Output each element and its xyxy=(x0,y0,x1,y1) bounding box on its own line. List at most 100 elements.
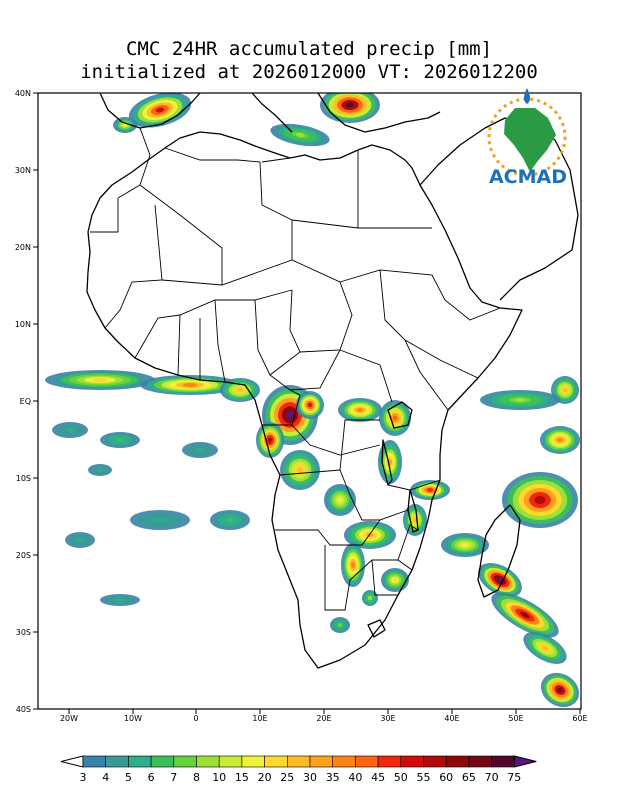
colorbar-label: 60 xyxy=(439,771,453,784)
precip-cell xyxy=(296,391,324,419)
precip-cell xyxy=(324,484,356,516)
lake-victoria xyxy=(387,401,413,429)
lat-tick-label: 20S xyxy=(16,551,31,560)
colorbar-swatch xyxy=(445,755,470,768)
colorbar-label: 55 xyxy=(417,771,431,784)
precip-cell xyxy=(52,422,88,438)
precip-cell xyxy=(362,590,378,606)
colorbar-swatch xyxy=(82,755,107,768)
precip-cell xyxy=(540,426,580,454)
colorbar-label: 20 xyxy=(258,771,272,784)
colorbar-label: 4 xyxy=(102,771,109,784)
colorbar-swatch xyxy=(150,755,175,768)
precip-cell xyxy=(130,510,190,530)
lat-tick-label: 30S xyxy=(16,628,31,637)
precip-cell xyxy=(182,442,218,458)
precip-cell xyxy=(381,568,409,592)
lat-tick-label: 30N xyxy=(15,166,31,175)
coastline-layer xyxy=(86,93,579,669)
colorbar-swatch xyxy=(218,755,243,768)
precip-cell xyxy=(113,117,137,133)
colorbar-label: 8 xyxy=(193,771,200,784)
precip-cell xyxy=(441,533,489,557)
precip-cell xyxy=(410,480,450,500)
colorbar-swatch xyxy=(286,755,311,768)
italy-coastline xyxy=(251,93,293,133)
lon-tick-label: 20W xyxy=(60,714,78,723)
colorbar-swatch xyxy=(196,755,220,768)
colorbar-label: 7 xyxy=(170,771,177,784)
colorbar-label: 30 xyxy=(303,771,317,784)
lat-tick-label: 10N xyxy=(15,320,31,329)
africa-sun-logo-icon xyxy=(487,88,567,177)
arabia-coastline xyxy=(419,117,579,301)
precip-cell xyxy=(45,370,155,390)
precip-cell xyxy=(540,672,580,708)
precip-cell xyxy=(210,510,250,530)
precip-cell xyxy=(338,398,382,422)
lat-tick-label: EQ xyxy=(20,397,31,406)
axes-layer: 40N 30N 20N 10N EQ 10S 20S 30S 40S 20W 10W 0 10E 20E 3… xyxy=(15,89,588,723)
lon-tick-label: 10E xyxy=(252,714,267,723)
lat-tick-label: 40N xyxy=(15,89,31,98)
lesotho-border xyxy=(367,619,386,638)
lon-tick-label: 10W xyxy=(124,714,142,723)
colorbar-label: 3 xyxy=(80,771,87,784)
madagascar-coastline xyxy=(477,504,521,598)
precip-cell xyxy=(341,543,365,587)
logo-label: ACMAD xyxy=(489,166,567,188)
colorbar-label: 6 xyxy=(148,771,155,784)
colorbar-label: 65 xyxy=(462,771,476,784)
colorbar-swatch xyxy=(241,755,265,768)
colorbar-swatch xyxy=(468,755,492,768)
lat-tick-label: 10S xyxy=(16,474,31,483)
precip-cell xyxy=(100,594,140,606)
colorbar-swatch xyxy=(105,755,129,768)
lon-tick-label: 0 xyxy=(193,714,198,723)
colorbar: 3 4 5 6 7 8 10 15 20 25 30 35 40 45 50 55 60 65 70 75 xyxy=(60,755,537,784)
colorbar-swatch xyxy=(491,755,515,768)
lon-tick-label: 30E xyxy=(380,714,395,723)
precip-cell xyxy=(330,617,350,633)
lon-tick-label: 50E xyxy=(508,714,523,723)
colorbar-swatch xyxy=(309,755,334,768)
colorbar-label: 15 xyxy=(235,771,249,784)
map-subtitle: initialized at 2026012000 VT: 2026012200 xyxy=(80,61,538,83)
colorbar-label: 70 xyxy=(485,771,499,784)
precip-cell xyxy=(344,521,396,549)
colorbar-label: 50 xyxy=(394,771,408,784)
lake-malawi xyxy=(407,489,419,533)
precip-cell xyxy=(523,632,567,664)
precip-cell xyxy=(480,390,560,410)
colorbar-label: 25 xyxy=(280,771,294,784)
colorbar-low-arrow xyxy=(60,755,84,768)
precip-cell xyxy=(100,432,140,448)
colorbar-label: 35 xyxy=(326,771,340,784)
colorbar-swatch xyxy=(355,755,379,768)
colorbar-swatch xyxy=(377,755,402,768)
colorbar-label: 10 xyxy=(212,771,226,784)
colorbar-swatch xyxy=(332,755,356,768)
precip-cell xyxy=(502,472,578,528)
colorbar-swatch xyxy=(264,755,288,768)
lon-tick-label: 40E xyxy=(444,714,459,723)
lon-tick-label: 20E xyxy=(316,714,331,723)
lake-tanganyika xyxy=(381,439,393,486)
precip-cell xyxy=(280,450,320,490)
colorbar-label: 40 xyxy=(348,771,362,784)
africa-coastline xyxy=(86,131,523,669)
iberia-coastline xyxy=(99,93,201,129)
lat-tick-label: 20N xyxy=(15,243,31,252)
colorbar-label: 45 xyxy=(371,771,385,784)
precip-cell xyxy=(88,464,112,476)
colorbar-swatch xyxy=(423,755,447,768)
colorbar-swatch xyxy=(173,755,197,768)
colorbar-high-arrow xyxy=(513,755,537,768)
greece-turkey-coastline xyxy=(317,93,441,133)
map-title: CMC 24HR accumulated precip [mm] xyxy=(125,38,493,60)
country-borders xyxy=(90,127,501,611)
precip-cell xyxy=(65,532,95,548)
colorbar-label: 5 xyxy=(125,771,132,784)
precip-field-layer xyxy=(45,93,580,708)
